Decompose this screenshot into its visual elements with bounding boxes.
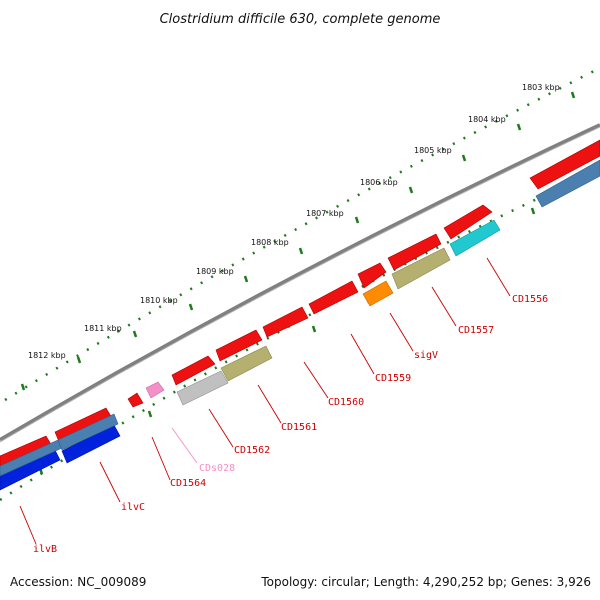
ruler-tick — [188, 303, 194, 311]
inner-tick — [147, 410, 153, 418]
ruler-label: 1807 kbp — [306, 209, 344, 218]
gene-label-cd1562[interactable]: CD1562 — [234, 445, 270, 456]
gene-label-cd1559[interactable]: CD1559 — [375, 373, 411, 384]
leader-sigv — [389, 312, 414, 352]
inner-tick — [530, 207, 536, 215]
gene-label-ilvc[interactable]: ilvC — [121, 502, 145, 513]
inner-tick — [311, 325, 317, 333]
ruler-tick — [76, 356, 82, 364]
inner-track-features — [0, 159, 600, 491]
ruler-label: 1808 kbp — [251, 238, 289, 247]
feature-gray[interactable] — [176, 370, 229, 406]
ruler-tick — [570, 91, 576, 99]
ruler-label: 1806 kbp — [360, 178, 398, 187]
feature-steelblue[interactable] — [535, 159, 600, 208]
ruler-tick — [461, 154, 467, 162]
feature-olive[interactable] — [391, 247, 451, 290]
outer-ruler-arc — [4, 66, 600, 402]
leader-ilvc — [99, 461, 121, 503]
gene-label-cds028[interactable]: CDs028 — [199, 463, 235, 474]
leader-cds028 — [171, 427, 198, 464]
genome-backbone — [0, 123, 600, 442]
gene-label-cd1556[interactable]: CD1556 — [512, 294, 548, 305]
ruler-tick — [132, 330, 138, 338]
leader-ilvb — [19, 505, 37, 545]
ruler-tick — [243, 275, 249, 283]
leader-cd1556 — [486, 257, 511, 297]
ruler-tick — [354, 216, 360, 224]
ruler-label: 1804 kbp — [468, 115, 506, 124]
leader-cd1560 — [303, 361, 329, 399]
gene-cd1564-arrow[interactable] — [127, 392, 144, 408]
ruler-label: 1809 kbp — [196, 267, 234, 276]
major-ticks — [20, 91, 576, 391]
ruler-tick — [298, 247, 304, 255]
forward-strand-genes — [0, 139, 600, 471]
gene-label-cd1561[interactable]: CD1561 — [281, 422, 317, 433]
gene-cd1556-arrow[interactable] — [443, 204, 493, 240]
gene-label-ilvb[interactable]: ilvB — [33, 544, 57, 555]
topology-text: Topology: circular; Length: 4,290,252 bp… — [260, 575, 591, 589]
leader-cd1559 — [350, 333, 375, 375]
feature-olive-2[interactable] — [220, 345, 273, 382]
gene-sigv-arrow[interactable] — [357, 262, 387, 289]
gene-cds-arrow[interactable] — [529, 139, 600, 190]
feature-cyan[interactable] — [449, 219, 501, 257]
ruler-label: 1811 kbp — [84, 324, 122, 333]
ruler-tick — [20, 383, 26, 391]
ruler-tick — [516, 123, 522, 131]
gene-label-sigv[interactable]: sigV — [414, 350, 438, 361]
gene-cds028-arrow[interactable] — [145, 381, 165, 399]
feature-steelblue-3[interactable] — [57, 413, 119, 451]
leader-cd1561 — [257, 384, 282, 424]
ruler-tick — [408, 186, 414, 194]
map-title: Clostridium difficile 630, complete geno… — [160, 12, 441, 27]
gene-cd1560-arrow[interactable] — [262, 306, 309, 338]
gene-cd1557-arrow[interactable] — [387, 233, 442, 271]
accession-text: Accession: NC_009089 — [10, 575, 146, 589]
gene-cd1559-arrow[interactable] — [308, 280, 359, 315]
gene-cd1562-arrow[interactable] — [171, 355, 216, 386]
gene-cd1561-arrow[interactable] — [215, 329, 263, 362]
ruler-label: 1805 kbp — [414, 146, 452, 155]
label-leaders — [19, 257, 511, 545]
gene-labels: CD1556 CD1557 sigV CD1559 CD1560 CD1561 … — [33, 294, 548, 555]
leader-cd1562 — [208, 408, 234, 448]
ruler-label: 1803 kbp — [522, 83, 560, 92]
gene-label-cd1560[interactable]: CD1560 — [328, 397, 364, 408]
leader-cd1564 — [151, 436, 171, 481]
ruler-label: 1810 kbp — [140, 296, 178, 305]
feature-orange[interactable] — [362, 280, 394, 307]
leader-cd1557 — [431, 286, 457, 327]
genome-backbone-highlight — [0, 126, 600, 443]
gene-label-cd1564[interactable]: CD1564 — [170, 478, 206, 489]
ruler-label: 1812 kbp — [28, 351, 66, 360]
gene-label-cd1557[interactable]: CD1557 — [458, 325, 494, 336]
